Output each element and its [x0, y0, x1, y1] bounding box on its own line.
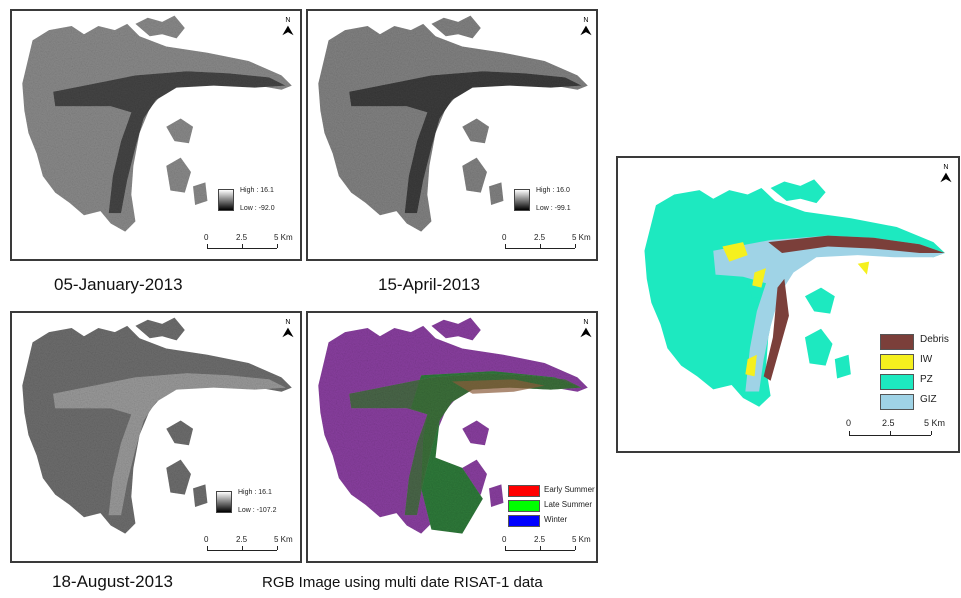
- legend-high: High : 16.1: [240, 187, 274, 194]
- map-panel-classified: N ⮝ Debris IW PZ GIZ 0 2.5 5 Km: [616, 156, 960, 453]
- caption-january: 05-January-2013: [54, 275, 183, 294]
- map-panel-august: N ⮝ High : 16.1 Low : -107.2 0 2.5 5 Km: [10, 311, 302, 563]
- gradient-swatch: [218, 189, 234, 211]
- north-arrow-icon: N ⮝: [580, 17, 592, 39]
- north-arrow-icon: N ⮝: [282, 319, 294, 341]
- scale-label-end: 5 Km: [924, 418, 946, 428]
- caption-rgb: RGB Image using multi date RISAT-1 data: [262, 574, 543, 591]
- legend-swatch: [880, 334, 914, 350]
- rgb-composite-map: [318, 317, 588, 534]
- scale-label-mid: 2.5: [882, 418, 895, 428]
- scale-label-end: 5 Km: [274, 233, 293, 242]
- scale-label-mid: 2.5: [236, 233, 248, 242]
- legend-swatch: [508, 500, 540, 512]
- scale-label-mid: 2.5: [534, 233, 546, 242]
- scale-label-end: 5 Km: [572, 535, 591, 544]
- legend-swatch: [880, 374, 914, 390]
- caption-april: 15-April-2013: [378, 275, 481, 294]
- legend-swatch: [880, 394, 914, 410]
- legend-swatch: [880, 354, 914, 370]
- legend-label: Late Summer: [544, 500, 593, 509]
- scale-label-0: 0: [846, 418, 852, 428]
- scale-label-0: 0: [204, 535, 209, 544]
- sar-map-january: [22, 15, 292, 232]
- legend-label: Winter: [544, 515, 568, 524]
- sar-map-august: [22, 317, 292, 534]
- legend-label: Early Summer: [544, 485, 595, 494]
- north-arrow-icon: N ⮝: [580, 319, 592, 341]
- caption-august: 18-August-2013: [52, 572, 173, 591]
- scale-label-end: 5 Km: [572, 233, 591, 242]
- sar-map-april: [318, 15, 588, 232]
- scale-label-0: 0: [502, 535, 507, 544]
- scale-label-0: 0: [502, 233, 507, 242]
- legend-label: GIZ: [920, 394, 937, 405]
- map-panel-january: N ⮝ High : 16.1 Low : -92.0 0 2.5 5 Km: [10, 9, 302, 261]
- scale-label-mid: 2.5: [534, 535, 546, 544]
- legend-swatch: [508, 485, 540, 497]
- map-panel-rgb: N ⮝ Early Summer Late Summer Winter 0 2.5 5…: [306, 311, 598, 563]
- legend-label: Debris: [920, 334, 949, 345]
- legend-label: PZ: [920, 374, 933, 385]
- scale-label-end: 5 Km: [274, 535, 293, 544]
- gradient-swatch: [216, 491, 232, 513]
- map-panel-april: N ⮝ High : 16.0 Low : -99.1 0 2.5 5 Km: [306, 9, 598, 261]
- gradient-swatch: [514, 189, 530, 211]
- legend-low: Low : -107.2: [238, 507, 277, 514]
- scale-label-0: 0: [204, 233, 209, 242]
- north-arrow-icon: N ⮝: [282, 17, 294, 39]
- north-arrow-icon: N ⮝: [940, 164, 952, 186]
- legend-swatch: [508, 515, 540, 527]
- legend-low: Low : -92.0: [240, 205, 275, 212]
- scale-label-mid: 2.5: [236, 535, 248, 544]
- legend-low: Low : -99.1: [536, 205, 571, 212]
- legend-high: High : 16.1: [238, 489, 272, 496]
- classified-facies-map: [644, 179, 945, 407]
- legend-high: High : 16.0: [536, 187, 570, 194]
- legend-label: IW: [920, 354, 933, 365]
